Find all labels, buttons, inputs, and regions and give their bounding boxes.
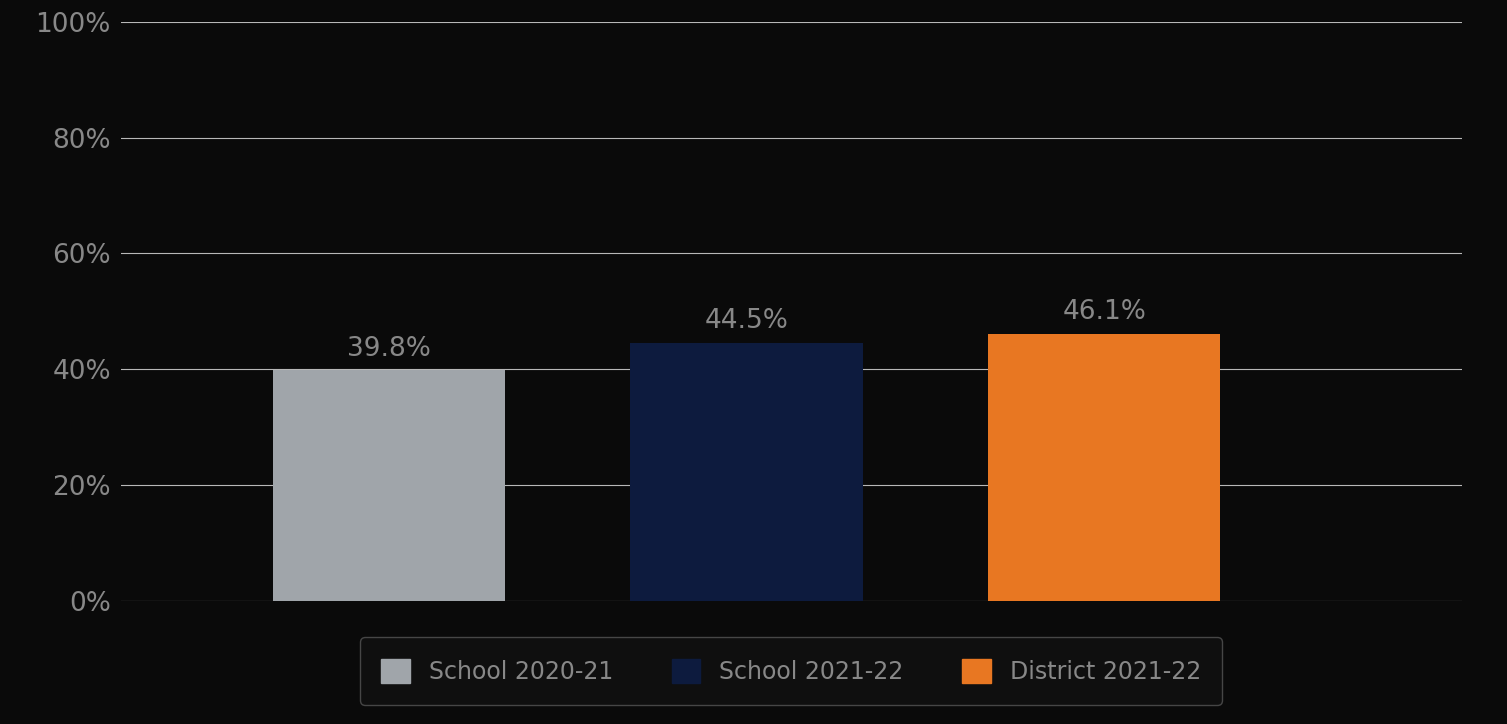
Legend: School 2020-21, School 2021-22, District 2021-22: School 2020-21, School 2021-22, District… bbox=[360, 637, 1222, 705]
Text: 46.1%: 46.1% bbox=[1062, 299, 1145, 325]
Text: 39.8%: 39.8% bbox=[347, 336, 431, 362]
Bar bbox=[630, 343, 862, 601]
Bar bbox=[989, 334, 1221, 601]
Bar bbox=[273, 371, 505, 601]
Text: 44.5%: 44.5% bbox=[705, 308, 788, 334]
